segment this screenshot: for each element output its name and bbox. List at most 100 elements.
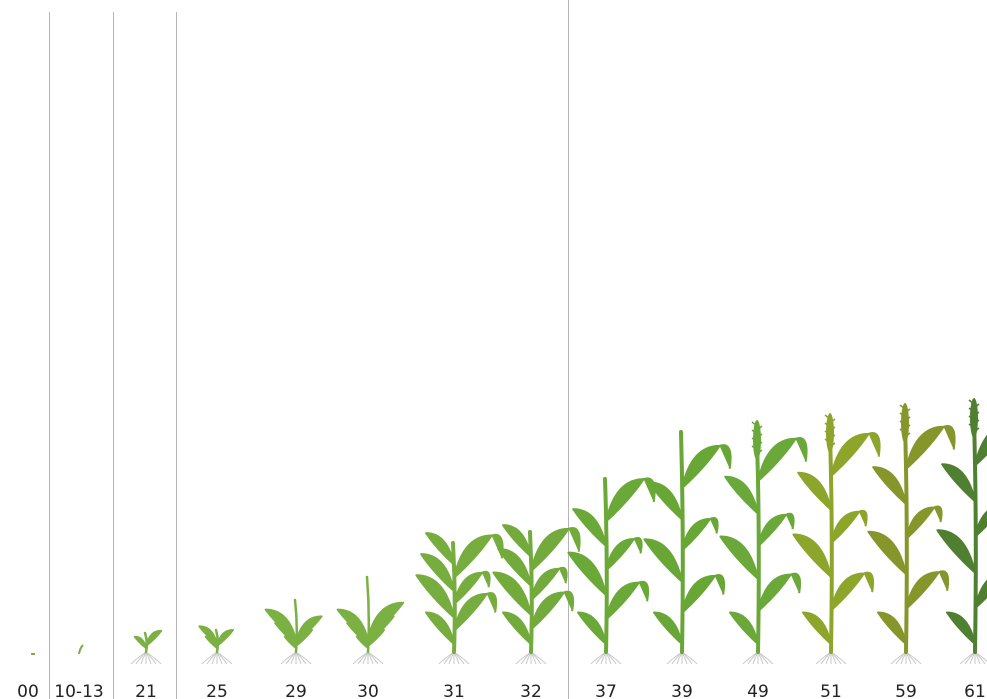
- sprout: [78, 644, 84, 655]
- leaf: [336, 608, 369, 641]
- plant: [936, 398, 987, 665]
- stage-label: 25: [206, 682, 228, 699]
- stage-label: 00: [17, 682, 39, 699]
- awn: [751, 445, 758, 451]
- awn: [824, 430, 831, 436]
- leaf: [415, 574, 455, 619]
- awn: [968, 423, 975, 429]
- leaf: [729, 611, 759, 645]
- leaf: [216, 629, 234, 647]
- leaf: [936, 529, 976, 574]
- leaf: [425, 532, 455, 566]
- plant: [198, 625, 234, 665]
- leaf: [719, 535, 759, 580]
- leaf: [425, 611, 455, 645]
- awn: [829, 418, 836, 424]
- leaf: [605, 477, 656, 523]
- root: [145, 651, 162, 665]
- ear: [970, 398, 978, 438]
- leaf: [648, 481, 683, 521]
- leaf: [757, 572, 802, 613]
- leaf: [905, 505, 943, 540]
- leaf: [530, 566, 568, 602]
- awn: [899, 428, 906, 434]
- stem: [528, 530, 534, 654]
- leaf: [792, 533, 832, 578]
- awn: [968, 407, 975, 413]
- plant: [792, 413, 881, 665]
- stage-label: 32: [520, 682, 542, 699]
- plant: [492, 524, 581, 665]
- leaf: [492, 571, 532, 616]
- awn: [824, 438, 831, 444]
- leaf: [757, 437, 808, 482]
- leaf: [572, 508, 607, 547]
- plant: [867, 403, 956, 665]
- awn: [973, 411, 980, 417]
- plant: [130, 629, 163, 665]
- leaf: [757, 512, 795, 547]
- leaf: [145, 629, 163, 647]
- leaf: [941, 463, 976, 502]
- leaf: [877, 611, 907, 645]
- leaf: [264, 608, 297, 641]
- root: [367, 651, 384, 665]
- stage-label: 39: [671, 682, 693, 699]
- stage-label: 61: [964, 682, 986, 699]
- leaf: [905, 425, 956, 470]
- leaf: [453, 533, 504, 579]
- awn: [824, 422, 831, 428]
- awn: [968, 415, 975, 421]
- awn: [968, 399, 975, 405]
- awn: [899, 420, 906, 426]
- awn: [751, 421, 758, 427]
- leaf: [974, 434, 987, 467]
- leaf: [502, 611, 532, 645]
- plant: [567, 477, 656, 665]
- leaf: [420, 553, 455, 592]
- leaf: [653, 611, 683, 645]
- leaf: [577, 611, 607, 645]
- leaf: [946, 611, 976, 645]
- leaf: [681, 517, 719, 552]
- leaf: [681, 574, 726, 614]
- awn: [824, 414, 831, 420]
- awn: [899, 404, 906, 410]
- awn: [904, 416, 911, 422]
- awn: [904, 424, 911, 430]
- root: [295, 651, 312, 665]
- stage-label: 51: [820, 682, 842, 699]
- ear: [753, 420, 761, 460]
- leaf: [974, 579, 987, 610]
- leaf: [872, 466, 907, 505]
- leaf: [497, 547, 532, 587]
- leaf: [295, 615, 323, 643]
- leaf: [605, 537, 643, 572]
- plant: [643, 430, 732, 665]
- stage-label: 21: [135, 682, 157, 699]
- leaf: [974, 510, 987, 538]
- awn: [756, 425, 763, 431]
- stage-label: 49: [747, 682, 769, 699]
- leaf: [605, 580, 650, 621]
- plant: [415, 532, 504, 665]
- leaf: [802, 611, 832, 645]
- stem: [679, 430, 685, 654]
- leaf: [830, 509, 868, 545]
- leaf: [367, 601, 405, 639]
- awn: [751, 437, 758, 443]
- awn: [973, 403, 980, 409]
- leaf: [453, 592, 498, 632]
- awn: [756, 449, 763, 455]
- awn: [829, 442, 836, 448]
- stage-label: 59: [895, 682, 917, 699]
- root: [216, 651, 233, 665]
- leaf: [905, 570, 950, 610]
- plant: [336, 575, 405, 665]
- leaf: [198, 625, 218, 645]
- leaf: [530, 590, 575, 631]
- awn: [756, 441, 763, 447]
- stage-label: 30: [357, 682, 379, 699]
- ear: [901, 403, 909, 443]
